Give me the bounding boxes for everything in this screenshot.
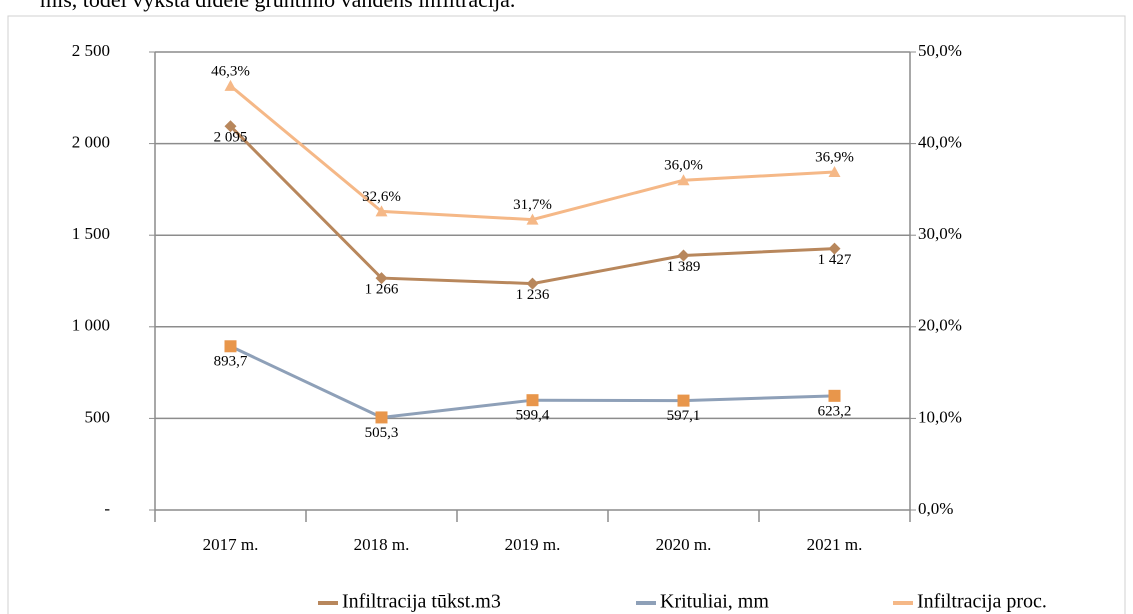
value-label: 1 427 [818, 252, 852, 268]
y2-tick-label: 0,0% [918, 499, 953, 518]
x-tick-label: 2019 m. [505, 535, 561, 554]
marker [526, 213, 539, 225]
y-tick-label: 500 [85, 407, 111, 426]
value-label: 46,3% [211, 63, 250, 79]
value-label: 2 095 [214, 130, 248, 146]
value-label: 32,6% [362, 189, 401, 205]
value-label: 31,7% [513, 197, 552, 213]
y2-tick-label: 50,0% [918, 41, 962, 60]
marker [828, 389, 841, 402]
marker [677, 174, 690, 186]
marker [526, 394, 539, 407]
x-tick-label: 2020 m. [656, 535, 712, 554]
marker [375, 272, 388, 285]
value-label: 597,1 [667, 408, 701, 424]
marker [375, 411, 388, 424]
y-tick-label: 1 500 [72, 224, 110, 243]
y2-tick-label: 20,0% [918, 316, 962, 335]
marker [224, 120, 237, 133]
marker [526, 277, 539, 290]
value-label: 36,0% [664, 158, 703, 174]
y-tick-label: - [104, 499, 110, 518]
y-tick-label: 2 500 [72, 41, 110, 60]
x-tick-label: 2021 m. [807, 535, 863, 554]
x-tick-label: 2018 m. [354, 535, 410, 554]
legend-label: Infiltracija tūkst.m3 [342, 591, 501, 613]
y-tick-label: 1 000 [72, 316, 110, 335]
legend-label: Infiltracija proc. [917, 591, 1047, 613]
marker [375, 205, 388, 217]
marker [677, 394, 690, 407]
marker [828, 165, 841, 177]
y2-tick-label: 10,0% [918, 407, 962, 426]
x-tick-label: 2017 m. [203, 535, 259, 554]
caption: mis, todėl vyksta didelė gruntinio vande… [40, 0, 515, 12]
marker [224, 340, 237, 353]
value-label: 599,4 [516, 408, 550, 424]
value-label: 505,3 [365, 425, 399, 441]
marker [828, 242, 841, 255]
y2-tick-label: 30,0% [918, 224, 962, 243]
value-label: 623,2 [818, 403, 852, 419]
value-label: 893,7 [214, 354, 248, 370]
value-label: 36,9% [815, 149, 854, 165]
marker [224, 79, 237, 91]
y2-tick-label: 40,0% [918, 133, 962, 152]
marker [677, 249, 690, 262]
value-label: 1 236 [516, 287, 550, 303]
legend-label: Krituliai, mm [660, 591, 769, 613]
chart-border [7, 15, 1126, 614]
value-label: 1 266 [365, 282, 399, 298]
value-label: 1 389 [667, 259, 701, 275]
y-tick-label: 2 000 [72, 133, 110, 152]
